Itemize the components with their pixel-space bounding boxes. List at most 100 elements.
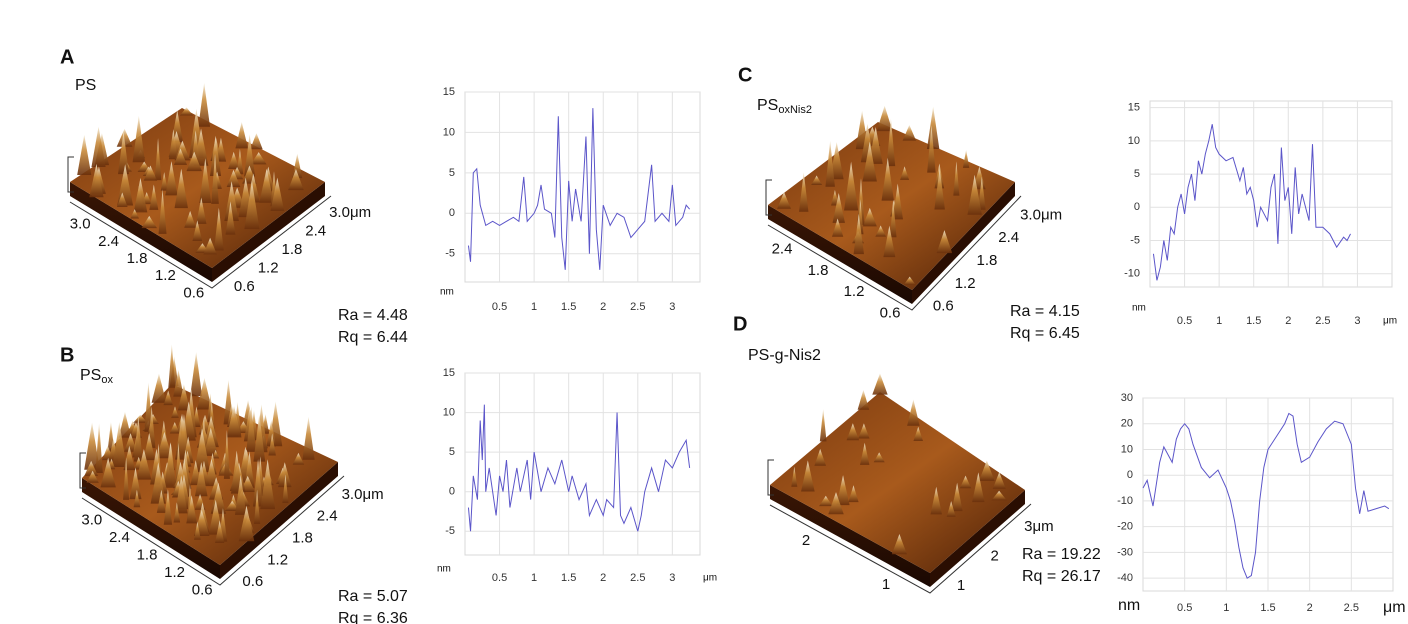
y-tick-label: 5 (449, 446, 455, 458)
y-tick-label: 20 (1121, 418, 1133, 430)
surface-peak (972, 472, 985, 503)
surface-side (82, 478, 220, 579)
y-tick-label: 0 (1134, 201, 1140, 213)
surface-peak (225, 201, 236, 235)
plot-frame (464, 91, 701, 283)
y-tick-label: 0 (449, 486, 455, 498)
surface-peak (174, 168, 188, 209)
surface-peak (168, 129, 178, 160)
surface-peak (226, 405, 242, 438)
surface-peak (130, 209, 139, 219)
surface-axis-label: 2.4 (98, 233, 119, 250)
surface-peak (857, 178, 865, 226)
afm-surface (70, 83, 325, 282)
surface-peak (819, 409, 827, 442)
surface-side (770, 485, 930, 587)
x-tick-label: 1 (1223, 602, 1229, 614)
surface-peak (858, 423, 870, 439)
surface-peak (190, 352, 203, 397)
profile-line (467, 108, 691, 270)
surface-peak (100, 457, 116, 488)
surface-peak (900, 166, 910, 180)
surface-peak (141, 215, 157, 229)
x-tick-label: 2 (1307, 602, 1313, 614)
surface-peak (118, 411, 132, 438)
surface-peak (123, 457, 130, 500)
surface-peak (223, 429, 230, 479)
x-tick-label: 1.5 (561, 572, 576, 584)
surface-side (70, 182, 212, 282)
surface-peak (288, 168, 304, 191)
surface-peak (143, 165, 158, 181)
surface-peak (977, 176, 986, 210)
surface-peak (91, 126, 106, 168)
surface-peak (801, 460, 815, 492)
surface-axis-label: 2.4 (109, 529, 130, 546)
surface-peak (184, 211, 197, 228)
x-tick-label: 2.5 (1344, 602, 1359, 614)
x-tick-label: 0.5 (492, 301, 507, 313)
surface-peak (132, 115, 146, 163)
sample-name-sub: ox (101, 374, 113, 386)
surface-peak (228, 151, 240, 170)
roughness: Ra = 4.48 (338, 307, 408, 324)
roughness: Ra = 4.15 (1010, 303, 1080, 320)
x-tick-label: 1 (1216, 315, 1222, 327)
x-tick-label: 2 (600, 301, 606, 313)
surface-peak (282, 474, 289, 504)
surface-peak (268, 433, 276, 456)
surface-axis-label: 1.2 (164, 564, 185, 581)
surface-axis (69, 195, 332, 289)
surface-peak (173, 502, 181, 523)
surface-peak (186, 495, 198, 524)
surface-peak (204, 458, 219, 487)
surface-axis-label: 3μm (1024, 518, 1053, 535)
y-tick-label: 15 (443, 367, 455, 379)
surface-peak (791, 466, 798, 487)
z-bracket (767, 459, 774, 496)
surface-peak (962, 149, 970, 168)
sample-name: PS (75, 77, 96, 94)
surface-peak (913, 426, 924, 442)
surface-peak (234, 474, 247, 515)
surface-axis-label: 2.4 (305, 223, 326, 240)
surface-peak (212, 449, 220, 459)
surface-peak (84, 460, 99, 476)
surface-axis-label: 1.2 (955, 275, 976, 292)
surface-peak (171, 110, 184, 143)
surface-peak (814, 448, 827, 466)
surface-peak (953, 161, 960, 196)
surface-peak (236, 149, 244, 175)
surface-peak (951, 482, 963, 512)
y-tick-label: -10 (1117, 495, 1133, 507)
surface-axis-label: 3.0μm (329, 204, 371, 221)
surface-axis-label: 2 (991, 547, 999, 564)
afm-surface (82, 344, 338, 579)
surface-peak (151, 373, 167, 403)
plot-frame (464, 372, 701, 556)
surface-peak (266, 419, 277, 447)
panel-letter: C (738, 64, 752, 86)
surface-peak (902, 124, 917, 141)
surface-peak (244, 180, 260, 230)
y-tick-label: -10 (1124, 268, 1140, 280)
surface-axis-label: 1 (957, 577, 965, 594)
surface-peak (168, 344, 176, 388)
y-tick-label: 0 (449, 207, 455, 219)
surface-peak (907, 399, 920, 426)
surface-peak (846, 423, 860, 441)
surface-peak (238, 505, 255, 542)
surface-peak (876, 105, 893, 132)
surface-peak (89, 163, 104, 198)
surface-peak (831, 189, 839, 206)
surface-peak (193, 128, 209, 166)
surface-peak (226, 169, 241, 187)
surface-peak (253, 489, 261, 524)
surface-peak (891, 533, 907, 555)
surface-peak (862, 141, 877, 182)
x-tick-label: 1.5 (561, 301, 576, 313)
surface-peak (967, 174, 982, 215)
sample-name-sub: oxNis2 (778, 104, 812, 116)
z-bracket (765, 179, 772, 216)
x-tick-label: 3 (669, 301, 675, 313)
